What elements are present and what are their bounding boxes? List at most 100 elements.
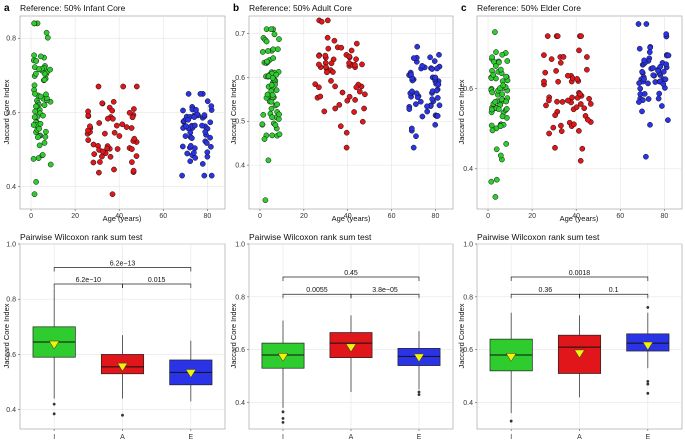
mean-marker [48,340,60,350]
point-adult [577,101,584,107]
panel-b-points [259,17,443,204]
mean-marker [277,353,289,362]
point-adult [332,105,339,112]
point-adult [353,56,359,63]
point-elder [408,71,414,78]
panel-a-y-ticks: 0.4 0.6 0.8 [6,36,20,191]
x-tick-label: A [120,434,125,441]
mean-marker [117,362,128,372]
box-E [626,306,670,395]
bracket-line [53,267,192,272]
x-tick-label: E [417,434,422,441]
point-adult [324,17,331,24]
y-tick-label: 1.0 [6,241,16,248]
point-infant [47,66,53,73]
point-adult [346,53,353,60]
point-elder [406,106,413,112]
x-tick-label: I [282,434,284,441]
box-A [100,335,145,417]
point-elder [187,158,194,165]
point-adult [359,118,366,125]
point-elder [650,65,656,71]
panel-c-x-axis-label: Age (years) [560,214,599,223]
point-adult [316,52,322,59]
point-adult [344,97,351,104]
point-elder [413,101,419,107]
point-elder [434,65,440,72]
y-tick-label: 0.8 [235,294,245,301]
point-elder [647,121,653,128]
point-adult [129,159,135,165]
point-elder [184,150,191,157]
panel-b-x-axis-label: Age (years) [332,214,371,223]
panel-c-x-ticks: 0 20 40 60 80 [486,209,668,220]
point-adult [312,81,319,88]
point-elder [663,31,670,37]
point-infant [499,91,506,98]
x-tick-label: 20 [528,213,536,220]
point-infant [495,106,502,113]
y-tick-label: 0.4 [463,166,473,173]
point-elder [432,121,439,128]
point-elder [414,43,421,50]
point-infant [489,89,496,96]
point-adult [584,66,590,73]
point-adult [85,137,92,143]
point-infant [497,123,504,130]
point-infant [262,197,269,204]
point-adult [131,135,138,142]
point-infant [32,90,38,97]
point-elder [655,95,662,102]
point-elder [419,63,426,69]
x-tick-label: 40 [344,213,352,220]
panel-a-box-y-axis-label: Jaccard Core Index [2,303,11,368]
point-adult [560,54,567,60]
point-infant [272,122,279,128]
x-tick-label: A [349,434,354,441]
point-elder [413,133,419,140]
point-adult [330,69,336,75]
point-adult [109,107,116,114]
panel-b-x-ticks: 0 20 40 60 80 [258,209,439,220]
point-elder [641,57,647,64]
x-tick-label: 20 [300,213,308,220]
y-tick-label: 0.4 [6,184,16,191]
point-infant [269,132,276,139]
point-infant [499,113,506,120]
point-adult [565,97,571,104]
point-elder [641,76,647,82]
significance-bracket: 0.015 [122,277,192,289]
point-elder [204,98,211,105]
point-infant [32,108,38,115]
p-value-label: 0.015 [148,277,166,284]
y-tick-label: 0.6 [6,352,16,359]
point-elder [189,135,195,141]
point-elder [179,143,186,150]
panel-c-box-title: Pairwise Wilcoxon rank sum test [477,232,600,242]
point-infant [259,121,266,128]
point-infant [41,76,48,83]
point-infant [34,134,41,141]
point-adult [577,91,583,97]
point-elder [665,52,672,59]
box-outlier [52,412,56,416]
point-infant [260,111,267,118]
y-tick-label: 0.7 [235,31,245,38]
bracket-line [282,276,420,282]
point-adult [114,146,121,152]
point-adult [321,108,328,115]
box-outlier [281,410,285,414]
point-infant [31,191,38,198]
point-elder [203,140,210,146]
panel-c-box-y-ticks: 0.4 0.6 0.8 1.0 [463,241,477,407]
point-adult [353,40,360,47]
bracket-line [350,293,420,299]
x-tick-label: 0 [29,213,33,220]
point-elder [208,172,215,179]
p-value-label: 0.0055 [306,287,328,294]
mean-marker [413,353,425,363]
point-adult [346,60,352,66]
point-adult [109,191,116,198]
point-elder [656,90,663,97]
